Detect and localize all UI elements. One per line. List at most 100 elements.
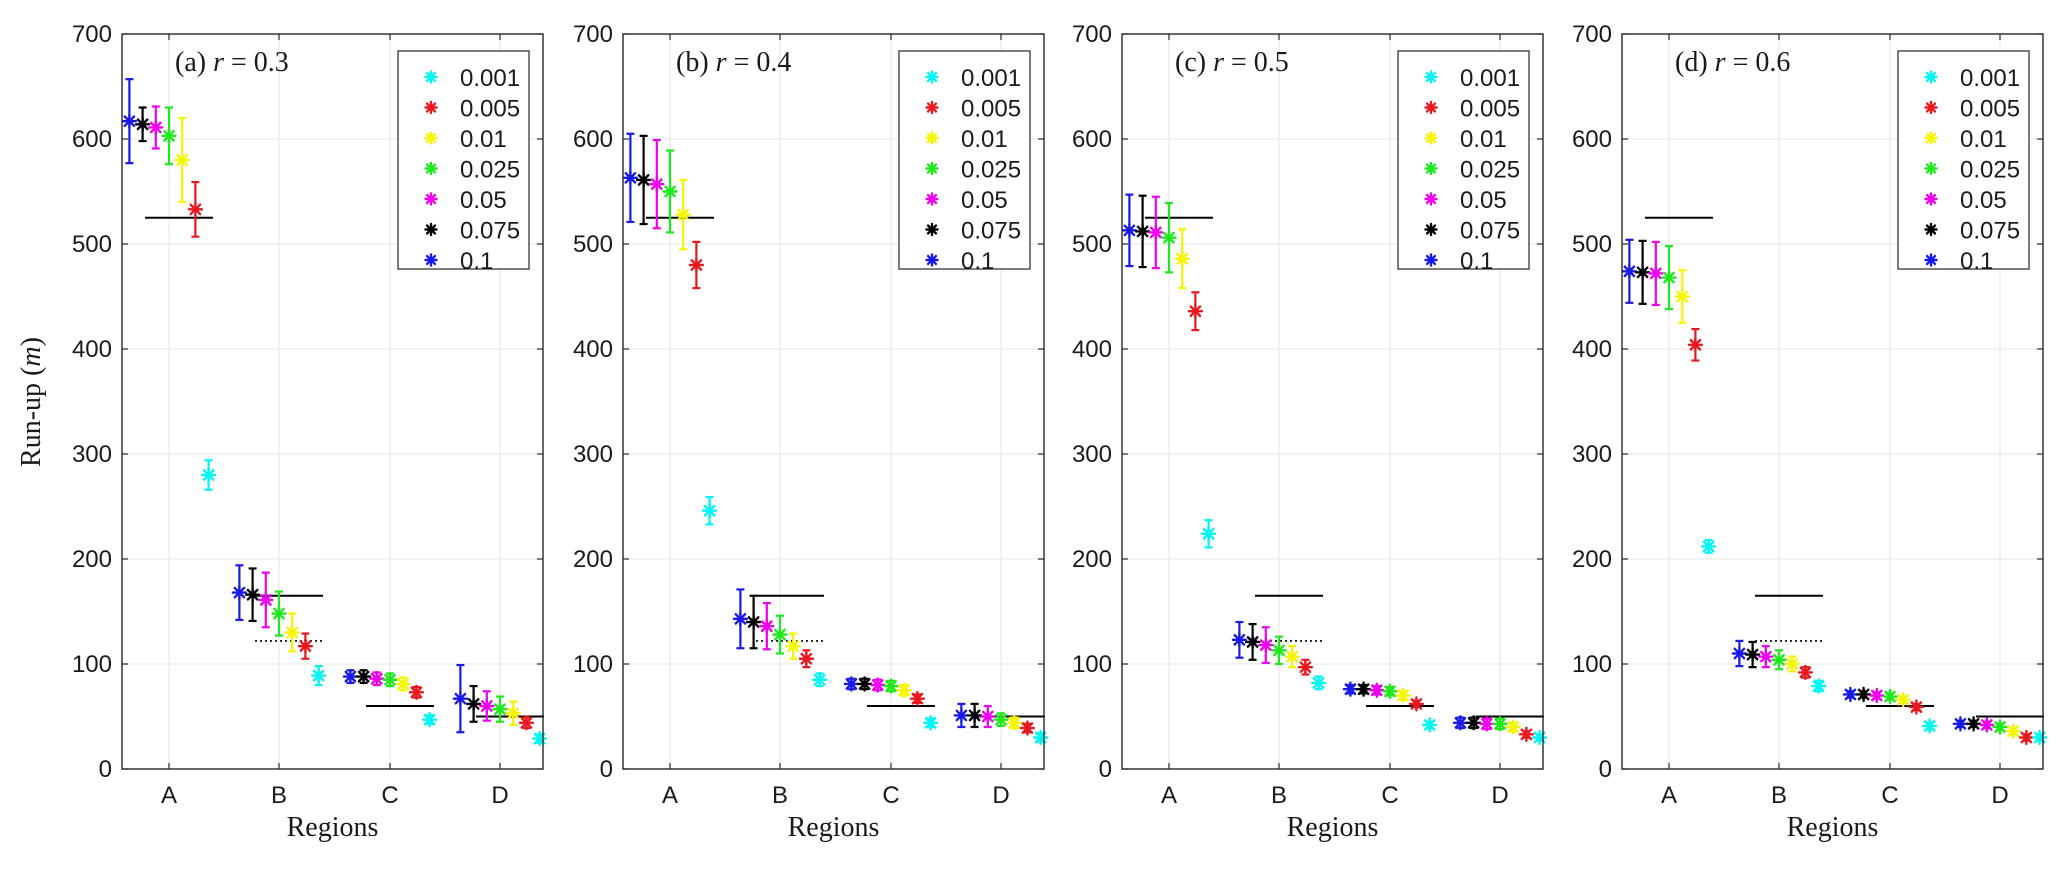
- data-point: [1342, 681, 1359, 697]
- data-point: [922, 715, 939, 731]
- axes-frame: [121, 33, 544, 770]
- data-point: [1882, 688, 1898, 705]
- data-point: [1771, 652, 1787, 668]
- data-point: [395, 676, 411, 692]
- legend-marker: [424, 100, 438, 115]
- data-point: [1134, 223, 1151, 240]
- data-point: [505, 705, 521, 722]
- data-point: [1744, 646, 1761, 663]
- legend-label: 0.05: [460, 187, 507, 214]
- y-tick-label: 400: [573, 336, 613, 363]
- data-point: [843, 676, 860, 692]
- y-tick-label: 400: [1572, 336, 1612, 363]
- y-tick-label: 400: [72, 336, 112, 363]
- panel-title: (c) r = 0.5: [1175, 47, 1289, 78]
- data-point: [785, 638, 801, 654]
- data-point: [244, 587, 261, 603]
- data-point: [909, 690, 926, 707]
- y-tick-label: 600: [1072, 126, 1112, 153]
- panel-title: (b) r = 0.4: [676, 47, 791, 78]
- data-point: [1921, 718, 1938, 734]
- data-point: [369, 671, 385, 687]
- legend-marker: [424, 253, 438, 267]
- legend-label: 0.01: [961, 126, 1008, 153]
- legend-label: 0.075: [460, 218, 520, 245]
- x-tick-label: A: [1661, 782, 1677, 809]
- y-tick-label: 0: [1099, 756, 1112, 783]
- data-point: [1869, 687, 1885, 704]
- y-tick-label: 700: [72, 21, 112, 48]
- data-point: [870, 677, 886, 693]
- data-point: [452, 690, 469, 707]
- legend-label: 0.005: [1460, 96, 1520, 123]
- y-tick-label: 100: [72, 651, 112, 678]
- legend-marker: [424, 70, 438, 84]
- y-tick-label: 300: [1572, 441, 1612, 468]
- data-point: [1621, 263, 1638, 279]
- legend-marker: [1424, 253, 1438, 267]
- data-point: [1842, 686, 1859, 703]
- y-tick-label: 400: [1072, 336, 1112, 363]
- y-tick-label: 500: [1072, 231, 1112, 258]
- data-point: [1244, 634, 1261, 650]
- panel-title: (a) r = 0.3: [175, 47, 289, 78]
- x-axis-label: Regions: [287, 812, 379, 843]
- data-point: [1992, 719, 2008, 735]
- legend-marker: [1924, 192, 1938, 206]
- data-point: [1758, 648, 1774, 665]
- data-point: [2031, 729, 2048, 746]
- legend-marker: [1424, 131, 1438, 145]
- legend-label: 0.001: [1960, 65, 2020, 92]
- data-point: [1965, 716, 1982, 732]
- legend-label: 0.1: [1460, 248, 1493, 275]
- data-point: [1231, 632, 1248, 648]
- legend-marker: [1424, 161, 1438, 176]
- data-point: [883, 678, 899, 694]
- data-point: [1855, 686, 1872, 703]
- data-point: [271, 605, 287, 622]
- data-point: [187, 201, 204, 218]
- data-point: [1810, 678, 1827, 694]
- legend-label: 0.01: [1960, 126, 2007, 153]
- legend-label: 0.05: [1960, 187, 2007, 214]
- x-tick-label: C: [1381, 782, 1398, 809]
- x-tick-label: B: [1771, 782, 1787, 809]
- x-tick-label: A: [161, 782, 177, 809]
- y-tick-label: 0: [99, 756, 112, 783]
- y-tick-label: 500: [573, 231, 613, 258]
- data-point: [1674, 288, 1690, 305]
- legend-box: [1897, 50, 2030, 270]
- y-axis-label: Run-up (m): [16, 337, 47, 467]
- data-point: [1797, 664, 1814, 681]
- legend-label: 0.025: [961, 157, 1021, 184]
- legend: 0.001 0.005 0.01 0.025 0.05 0.075 0.1: [1897, 50, 2030, 275]
- data-point: [1019, 720, 1036, 736]
- data-point: [745, 614, 762, 630]
- data-point: [662, 183, 678, 200]
- data-point: [1369, 682, 1385, 698]
- data-point: [1297, 659, 1314, 675]
- legend-marker: [1924, 100, 1938, 115]
- y-tick-label: 0: [600, 756, 613, 783]
- y-tick-label: 100: [1072, 651, 1112, 678]
- legend-marker: [1924, 70, 1938, 84]
- legend-label: 0.025: [1460, 157, 1520, 184]
- x-axis-label: Regions: [788, 812, 880, 843]
- data-point: [148, 119, 164, 136]
- x-axis-label: Regions: [1287, 812, 1379, 843]
- data-point: [531, 730, 548, 747]
- legend-box: [1397, 50, 1530, 270]
- legend-label: 0.005: [460, 96, 520, 123]
- data-point: [1465, 715, 1482, 731]
- legend-marker: [925, 70, 939, 84]
- legend-marker: [1424, 222, 1438, 237]
- data-point: [1382, 683, 1398, 699]
- legend-marker: [925, 192, 939, 206]
- data-point: [1148, 224, 1164, 241]
- legend-marker: [925, 131, 939, 145]
- axes-frame: [1121, 33, 1544, 770]
- data-point: [759, 618, 775, 634]
- x-tick-label: B: [1271, 782, 1287, 809]
- data-point: [1395, 687, 1411, 704]
